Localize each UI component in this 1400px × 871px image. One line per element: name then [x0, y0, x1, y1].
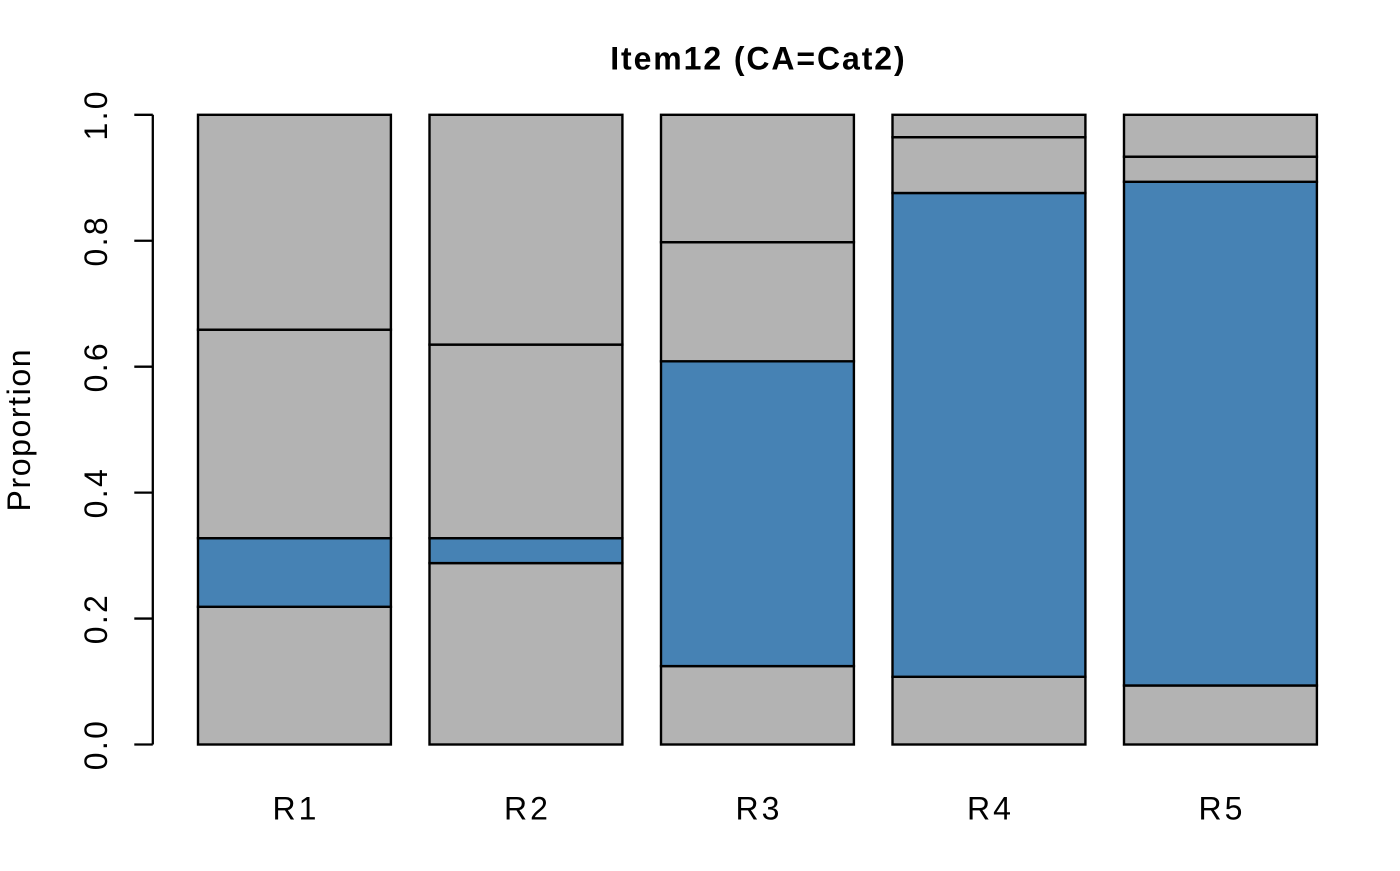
svg-text:R2: R2 — [504, 791, 551, 827]
svg-text:0.0: 0.0 — [78, 719, 114, 770]
svg-text:0.2: 0.2 — [78, 593, 114, 644]
svg-text:R5: R5 — [1198, 791, 1245, 827]
svg-text:R1: R1 — [272, 791, 319, 827]
svg-text:0.4: 0.4 — [78, 467, 114, 518]
svg-text:R4: R4 — [967, 791, 1014, 827]
svg-text:0.6: 0.6 — [78, 341, 114, 392]
svg-text:1.0: 1.0 — [78, 89, 114, 140]
svg-text:Proportion: Proportion — [1, 348, 37, 512]
svg-text:0.8: 0.8 — [78, 215, 114, 266]
svg-text:Item12 (CA=Cat2): Item12 (CA=Cat2) — [610, 40, 906, 76]
svg-text:R3: R3 — [735, 791, 782, 827]
